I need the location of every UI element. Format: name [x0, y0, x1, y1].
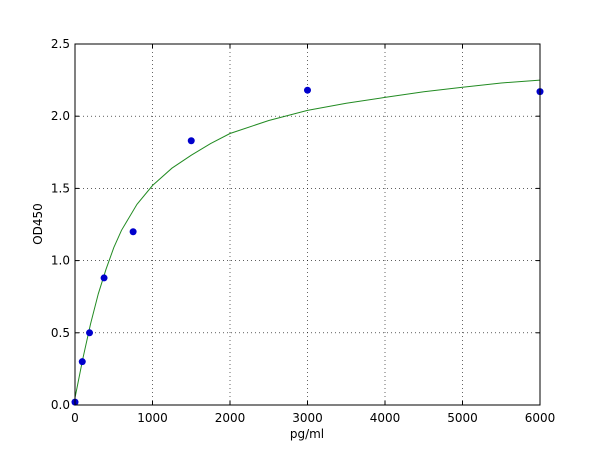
x-tick-label: 4000: [370, 411, 401, 425]
x-tick-label: 5000: [447, 411, 478, 425]
data-point: [78, 358, 86, 366]
y-tick-label: 0.5: [51, 326, 70, 340]
x-tick-label: 1000: [137, 411, 168, 425]
data-point: [304, 86, 311, 94]
x-tick-label: 2000: [215, 411, 246, 425]
grid: [74, 43, 541, 406]
data-points: [71, 86, 544, 406]
data-point: [187, 137, 195, 145]
x-tick-label: 3000: [292, 411, 323, 425]
y-tick-label: 1.0: [51, 254, 70, 268]
x-tick-label: 6000: [525, 411, 556, 425]
x-tick-label: 0: [71, 411, 79, 425]
data-point: [86, 329, 94, 337]
y-axis-label: OD450: [31, 203, 45, 245]
data-point: [100, 274, 108, 282]
ticks: 0 1000 2000 3000 4000 5000 6000 0.0 0.5 1.0 1.5 2.0…: [51, 37, 555, 425]
data-point: [129, 228, 137, 236]
y-tick-label: 2.5: [51, 37, 70, 51]
x-axis-label: pg/ml: [290, 427, 324, 441]
y-tick-label: 1.5: [51, 181, 70, 195]
y-tick-label: 0.0: [51, 398, 70, 412]
y-tick-label: 2.0: [51, 109, 70, 123]
fit-curve: [74, 79, 541, 398]
